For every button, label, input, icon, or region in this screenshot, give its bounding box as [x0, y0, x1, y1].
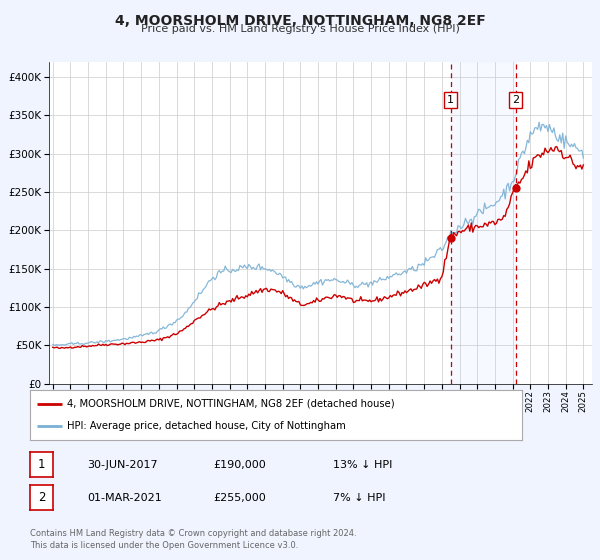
Text: 2: 2 [38, 491, 45, 505]
Text: 2: 2 [512, 95, 519, 105]
Bar [451, 62, 515, 384]
Text: 30-JUN-2017: 30-JUN-2017 [87, 460, 158, 470]
Text: Price paid vs. HM Land Registry's House Price Index (HPI): Price paid vs. HM Land Registry's House … [140, 24, 460, 34]
Text: 7% ↓ HPI: 7% ↓ HPI [333, 493, 386, 503]
Text: £190,000: £190,000 [213, 460, 266, 470]
Text: HPI: Average price, detached house, City of Nottingham: HPI: Average price, detached house, City… [67, 421, 346, 431]
Text: £255,000: £255,000 [213, 493, 266, 503]
Text: 1: 1 [38, 458, 45, 472]
Text: 1: 1 [447, 95, 454, 105]
Text: 4, MOORSHOLM DRIVE, NOTTINGHAM, NG8 2EF: 4, MOORSHOLM DRIVE, NOTTINGHAM, NG8 2EF [115, 14, 485, 28]
Text: 4, MOORSHOLM DRIVE, NOTTINGHAM, NG8 2EF (detached house): 4, MOORSHOLM DRIVE, NOTTINGHAM, NG8 2EF … [67, 399, 395, 409]
Text: 13% ↓ HPI: 13% ↓ HPI [333, 460, 392, 470]
Text: Contains HM Land Registry data © Crown copyright and database right 2024.
This d: Contains HM Land Registry data © Crown c… [30, 529, 356, 550]
Text: 01-MAR-2021: 01-MAR-2021 [87, 493, 162, 503]
